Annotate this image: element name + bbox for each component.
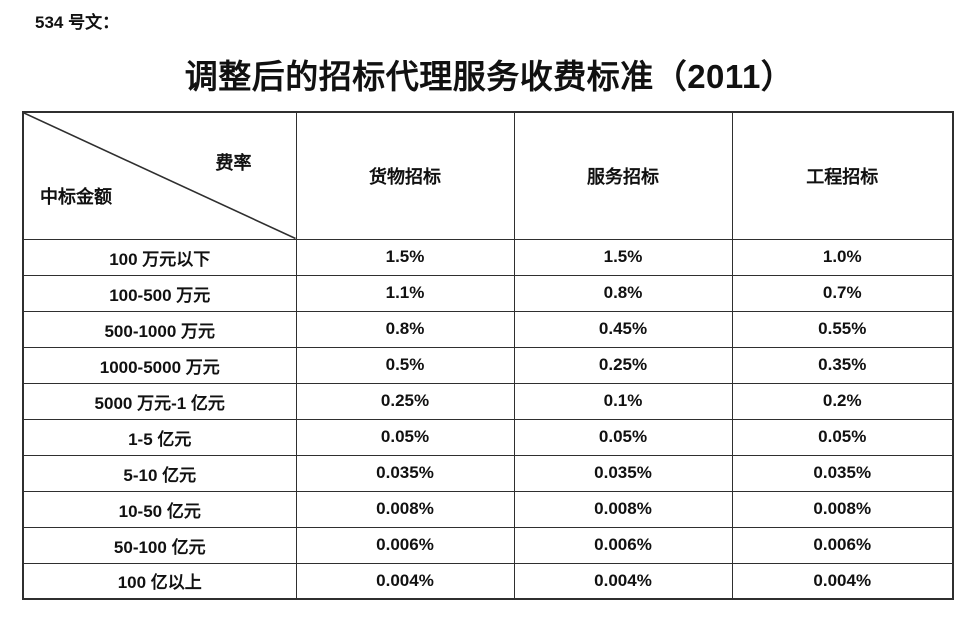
fee-value-cell: 1.0% (731, 238, 954, 276)
table-row: 100 亿以上 0.004% 0.004% 0.004% (22, 562, 954, 600)
table-row: 50-100 亿元 0.006% 0.006% 0.006% (22, 526, 954, 564)
row-label-cell: 100 亿以上 (22, 562, 297, 600)
column-header-goods-bidding: 货物招标 (295, 111, 515, 240)
fee-value-cell: 0.05% (295, 418, 515, 456)
table-row: 1000-5000 万元 0.5% 0.25% 0.35% (22, 346, 954, 384)
row-label-cell: 5-10 亿元 (22, 454, 297, 492)
fee-value-cell: 0.1% (513, 382, 733, 420)
fee-value-cell: 0.05% (513, 418, 733, 456)
corner-header-cell: 费率 中标金额 (22, 111, 297, 240)
row-label-cell: 1000-5000 万元 (22, 346, 297, 384)
corner-label-fee-rate: 费率 (215, 153, 252, 173)
fee-value-cell: 0.006% (295, 526, 515, 564)
table-row: 10-50 亿元 0.008% 0.008% 0.008% (22, 490, 954, 528)
table-row: 500-1000 万元 0.8% 0.45% 0.55% (22, 310, 954, 348)
column-header-service-bidding: 服务招标 (513, 111, 733, 240)
fee-value-cell: 0.008% (295, 490, 515, 528)
fee-value-cell: 0.35% (731, 346, 954, 384)
fee-value-cell: 0.8% (513, 274, 733, 312)
corner-label-bid-amount: 中标金额 (40, 186, 112, 207)
fee-value-cell: 0.45% (513, 310, 733, 348)
table-row: 100-500 万元 1.1% 0.8% 0.7% (22, 274, 954, 312)
fee-value-cell: 0.035% (513, 454, 733, 492)
row-label-cell: 500-1000 万元 (22, 310, 297, 348)
fee-value-cell: 0.8% (295, 310, 515, 348)
fee-value-cell: 0.05% (731, 418, 954, 456)
diagonal-divider-line (24, 113, 296, 239)
fee-value-cell: 0.006% (731, 526, 954, 564)
fee-value-cell: 0.004% (295, 562, 515, 600)
table-row: 5000 万元-1 亿元 0.25% 0.1% 0.2% (22, 382, 954, 420)
row-label-cell: 10-50 亿元 (22, 490, 297, 528)
table-row: 1-5 亿元 0.05% 0.05% 0.05% (22, 418, 954, 456)
fee-value-cell: 0.035% (295, 454, 515, 492)
page-title: 调整后的招标代理服务收费标准（2011） (184, 58, 795, 95)
row-label-cell: 5000 万元-1 亿元 (22, 382, 297, 420)
fee-value-cell: 1.1% (295, 274, 515, 312)
fee-value-cell: 0.7% (731, 274, 954, 312)
table-row: 5-10 亿元 0.035% 0.035% 0.035% (22, 454, 954, 492)
fee-value-cell: 0.008% (513, 490, 733, 528)
row-label-cell: 100-500 万元 (22, 274, 297, 312)
fee-value-cell: 0.008% (731, 490, 954, 528)
fee-value-cell: 1.5% (513, 238, 733, 276)
fee-value-cell: 0.2% (731, 382, 954, 420)
table-header-row: 费率 中标金额 货物招标 服务招标 工程招标 (22, 111, 954, 240)
row-label-cell: 50-100 亿元 (22, 526, 297, 564)
table-row: 100 万元以下 1.5% 1.5% 1.0% (22, 238, 954, 276)
fee-value-cell: 0.25% (295, 382, 515, 420)
row-label-cell: 100 万元以下 (22, 238, 297, 276)
fee-value-cell: 0.004% (731, 562, 954, 600)
fee-value-cell: 0.006% (513, 526, 733, 564)
fee-value-cell: 1.5% (295, 238, 515, 276)
doc-number-label: 534 号文： (35, 13, 120, 32)
fee-rate-table: 费率 中标金额 货物招标 服务招标 工程招标 100 万元以下 1.5% 1.5… (22, 111, 954, 600)
fee-value-cell: 0.5% (295, 346, 515, 384)
fee-value-cell: 0.25% (513, 346, 733, 384)
column-header-works-bidding: 工程招标 (731, 111, 954, 240)
fee-value-cell: 0.035% (731, 454, 954, 492)
fee-value-cell: 0.55% (731, 310, 954, 348)
row-label-cell: 1-5 亿元 (22, 418, 297, 456)
fee-value-cell: 0.004% (513, 562, 733, 600)
